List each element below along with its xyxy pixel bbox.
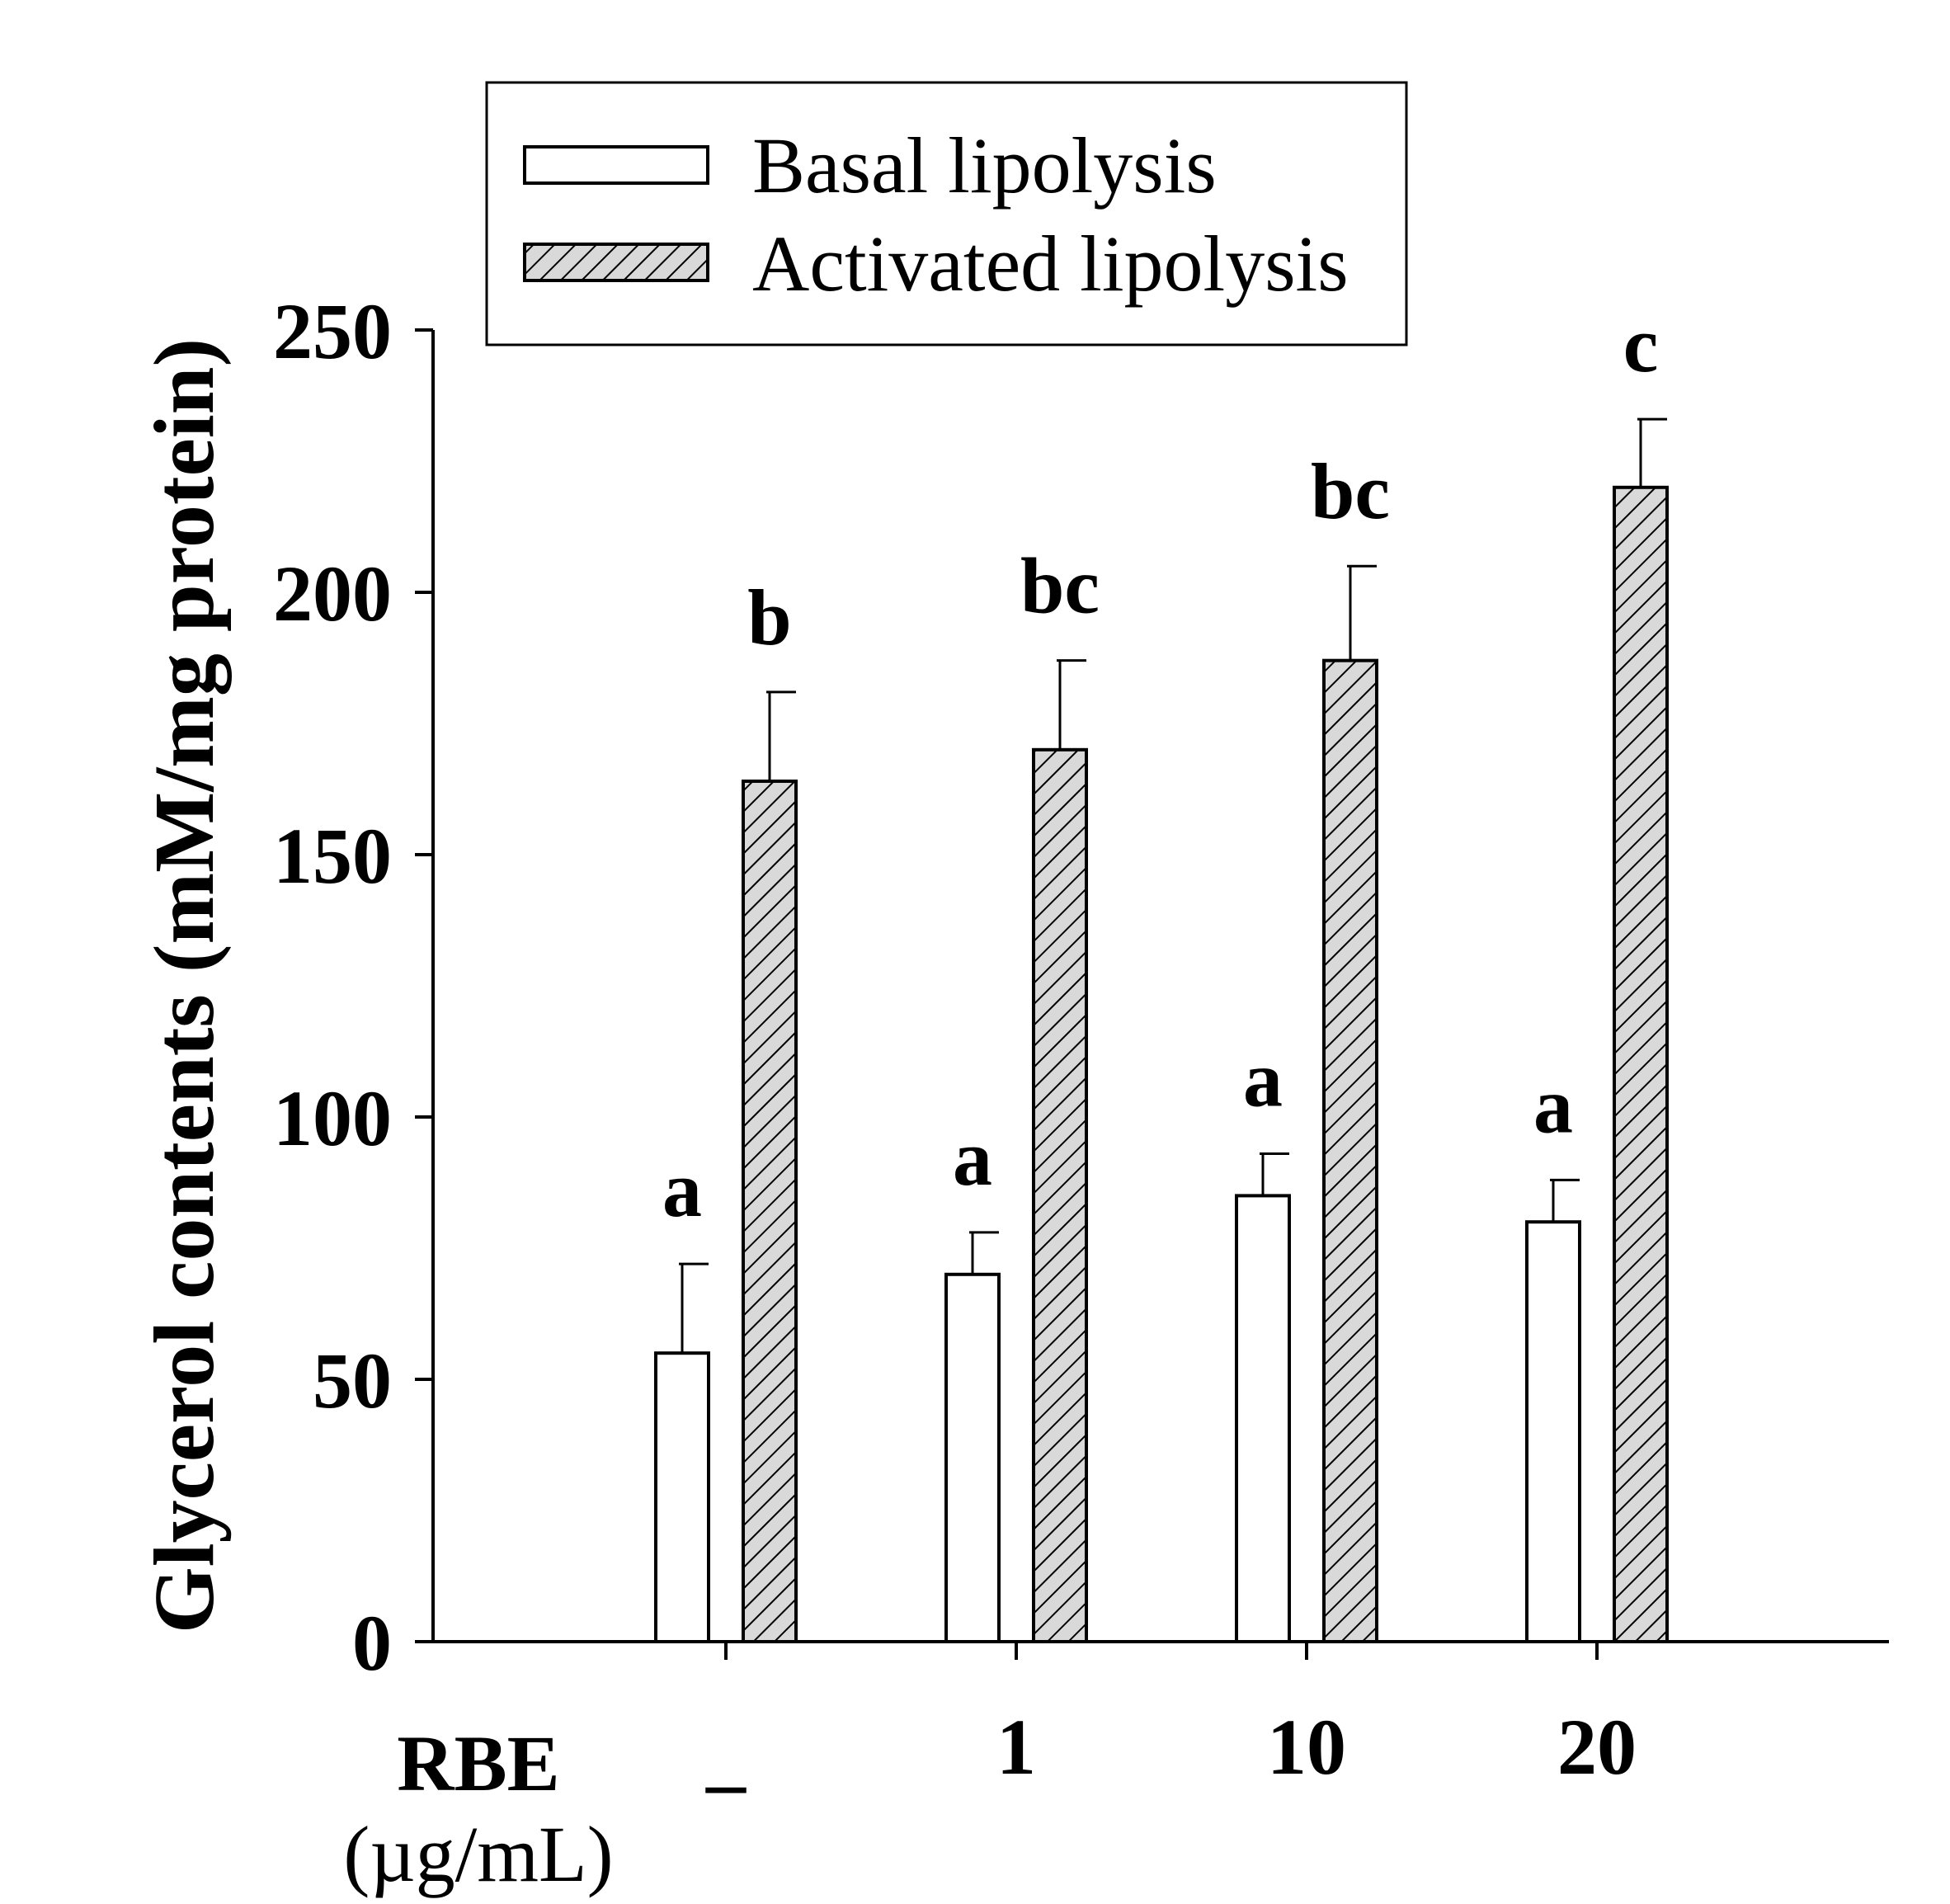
significance-label: c <box>1623 300 1659 389</box>
bars <box>654 485 1669 1644</box>
bar-basal <box>1525 1220 1581 1643</box>
bar-basal <box>1235 1194 1291 1643</box>
x-group-axis-unit: (µg/mL) <box>343 1810 613 1898</box>
y-axis-title: Glycerol contents (mM/mg protein) <box>137 338 232 1633</box>
bar-activated <box>742 779 798 1644</box>
significance-labels: a b a bc a bc a c <box>662 300 1658 1233</box>
bar-basal <box>944 1272 1001 1644</box>
significance-label: a <box>953 1114 992 1202</box>
y-axis-ticks: 0 50 100 150 200 250 <box>273 287 433 1687</box>
significance-label: a <box>1533 1061 1573 1149</box>
y-tick-label: 200 <box>273 549 392 638</box>
legend: Basal lipolysis Activated lipolysis <box>485 81 1408 346</box>
y-tick-label: 50 <box>313 1336 392 1425</box>
significance-label: a <box>662 1145 702 1233</box>
legend-swatch-basal <box>523 145 709 185</box>
significance-label: a <box>1243 1035 1283 1124</box>
error-bars <box>679 417 1667 1354</box>
x-group-axis-title: RBE <box>397 1719 559 1807</box>
bar-basal <box>654 1351 710 1643</box>
x-axis-ticks: _ 1 10 20 <box>705 1642 1637 1799</box>
axes <box>431 330 1889 1643</box>
y-tick-label: 250 <box>273 287 392 375</box>
y-tick-label: 0 <box>352 1599 392 1687</box>
x-tick-label: _ <box>705 1711 747 1799</box>
x-tick-label: 1 <box>996 1703 1036 1791</box>
legend-swatch-activated <box>523 243 709 282</box>
bar-activated <box>1322 658 1378 1643</box>
legend-box <box>485 81 1408 346</box>
y-tick-label: 150 <box>273 812 392 900</box>
legend-label-basal: Basal lipolysis <box>752 121 1217 210</box>
bar-activated <box>1613 485 1669 1643</box>
x-tick-label: 10 <box>1267 1703 1346 1791</box>
legend-label-activated: Activated lipolysis <box>752 219 1349 308</box>
significance-label: bc <box>1020 542 1100 630</box>
y-tick-label: 100 <box>273 1074 392 1162</box>
x-tick-label: 20 <box>1557 1703 1637 1791</box>
significance-label: bc <box>1311 447 1390 535</box>
bar-activated <box>1032 747 1088 1643</box>
significance-label: b <box>747 573 791 662</box>
